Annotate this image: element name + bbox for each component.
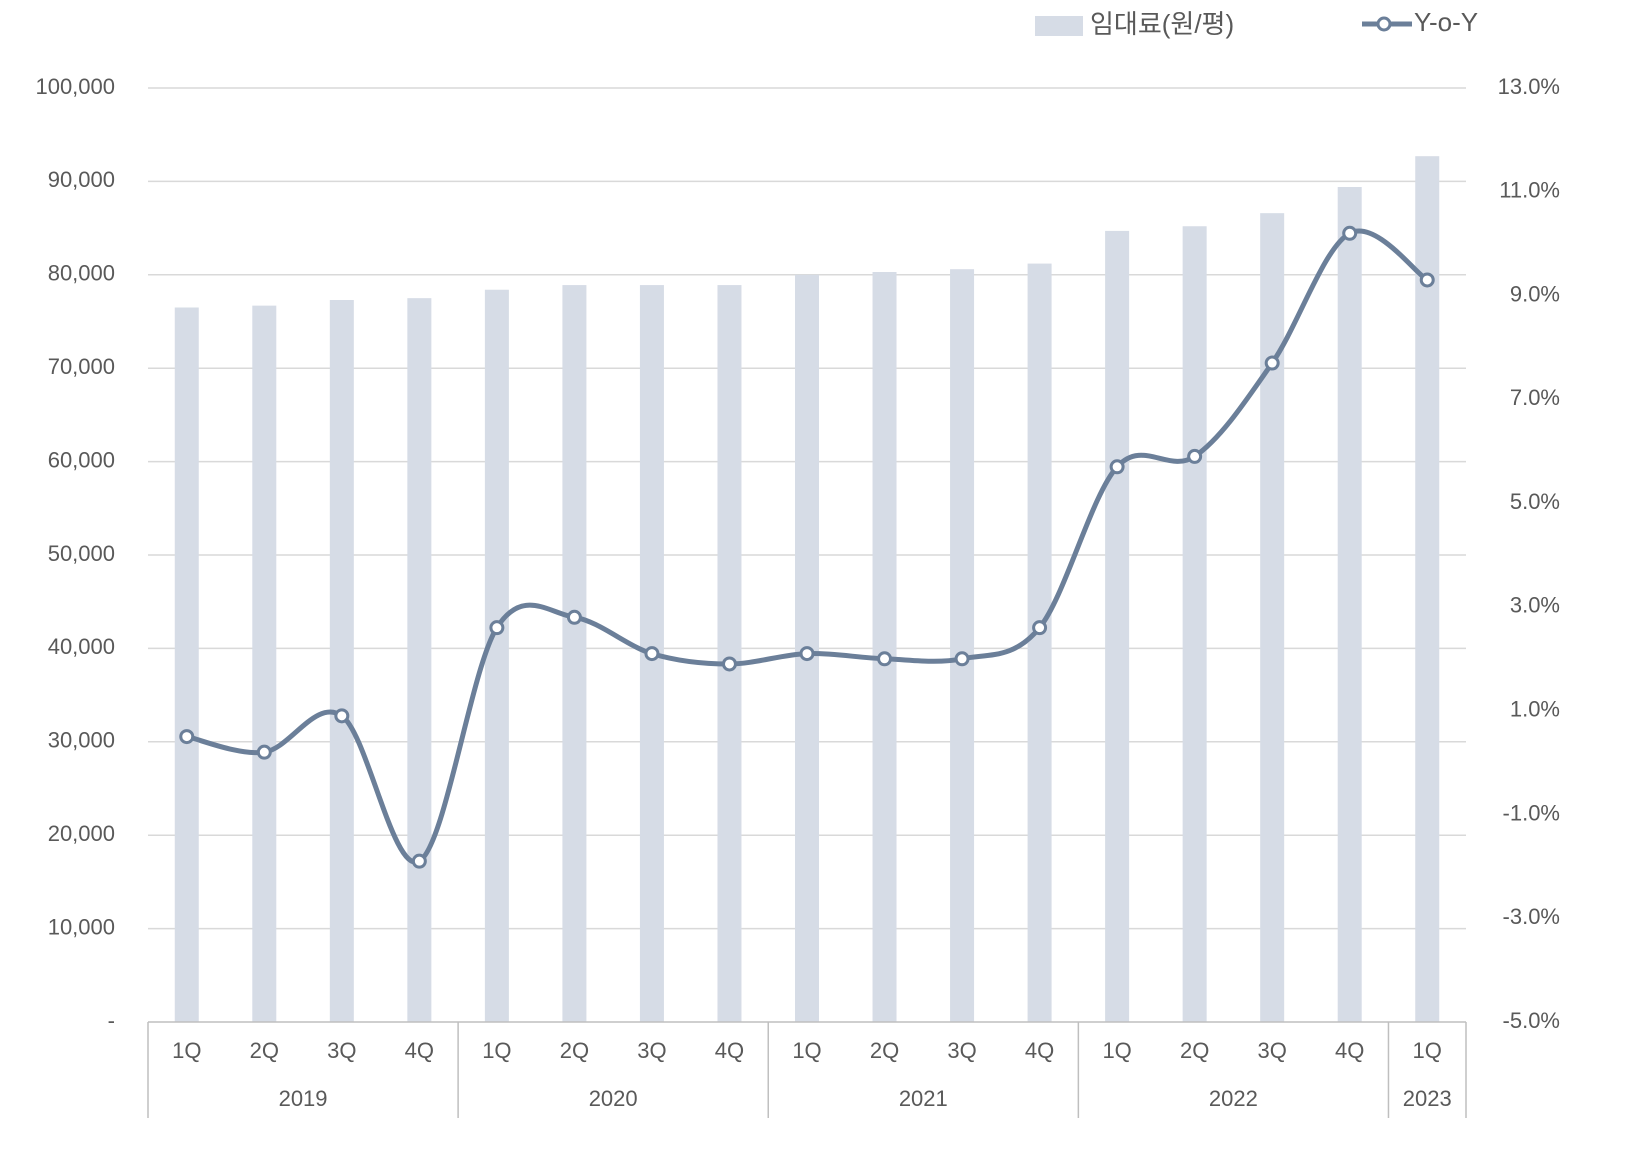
x-tick-label: 4Q xyxy=(1335,1038,1364,1063)
legend-label: Y-o-Y xyxy=(1414,7,1478,37)
bar xyxy=(329,300,354,1022)
bar xyxy=(252,305,277,1022)
bar xyxy=(484,289,509,1022)
marker xyxy=(411,853,427,869)
marker xyxy=(1342,225,1358,241)
y2-tick-label: -3.0% xyxy=(1503,904,1560,929)
y-tick-label: 90,000 xyxy=(48,167,115,192)
marker xyxy=(799,646,815,662)
y-tick-label: 50,000 xyxy=(48,541,115,566)
legend-label: 임대료(원/평) xyxy=(1090,9,1234,39)
marker xyxy=(1264,355,1280,371)
marker xyxy=(1419,272,1435,288)
marker xyxy=(179,729,195,745)
marker xyxy=(954,651,970,667)
x-tick-label: 1Q xyxy=(172,1038,201,1063)
marker xyxy=(1187,448,1203,464)
x-tick-label: 4Q xyxy=(405,1038,434,1063)
y-tick-label: 40,000 xyxy=(48,634,115,659)
y2-tick-label: 11.0% xyxy=(1499,178,1560,203)
bar xyxy=(407,298,432,1022)
x-tick-label: 2Q xyxy=(1180,1038,1209,1063)
legend-marker xyxy=(1376,16,1392,32)
y2-tick-label: 9.0% xyxy=(1510,281,1560,306)
bar xyxy=(1260,213,1285,1022)
group-label: 2023 xyxy=(1403,1086,1452,1111)
bar xyxy=(872,271,897,1022)
x-tick-label: 4Q xyxy=(1025,1038,1054,1063)
x-tick-label: 3Q xyxy=(637,1038,666,1063)
marker xyxy=(1109,459,1125,475)
y-tick-label: - xyxy=(108,1008,115,1033)
group-label: 2021 xyxy=(899,1086,948,1111)
x-tick-label: 2Q xyxy=(250,1038,279,1063)
y-tick-label: 100,000 xyxy=(35,74,115,99)
x-tick-label: 3Q xyxy=(1257,1038,1286,1063)
x-tick-label: 1Q xyxy=(1413,1038,1442,1063)
group-label: 2022 xyxy=(1209,1086,1258,1111)
y2-tick-label: 3.0% xyxy=(1510,593,1560,618)
y-tick-label: 60,000 xyxy=(48,447,115,472)
y2-tick-label: 1.0% xyxy=(1510,696,1560,721)
legend: 임대료(원/평) Y-o-Y xyxy=(1035,7,1478,39)
bar xyxy=(1105,230,1130,1023)
x-tick-label: 3Q xyxy=(947,1038,976,1063)
y-tick-label: 70,000 xyxy=(48,354,115,379)
bar xyxy=(562,285,587,1023)
group-label: 2019 xyxy=(279,1086,328,1111)
marker xyxy=(334,708,350,724)
legend-swatch xyxy=(1035,16,1083,36)
bar xyxy=(174,307,199,1022)
x-tick-label: 2Q xyxy=(870,1038,899,1063)
x-tick-label: 1Q xyxy=(1102,1038,1131,1063)
marker xyxy=(1032,620,1048,636)
x-tick-label: 4Q xyxy=(715,1038,744,1063)
marker xyxy=(644,646,660,662)
marker xyxy=(877,651,893,667)
marker xyxy=(566,609,582,625)
bar xyxy=(1337,187,1362,1022)
y-tick-label: 20,000 xyxy=(48,821,115,846)
bar xyxy=(950,269,975,1022)
y2-tick-label: -5.0% xyxy=(1503,1008,1560,1033)
x-tick-label: 3Q xyxy=(327,1038,356,1063)
marker xyxy=(489,620,505,636)
y-tick-label: 10,000 xyxy=(48,914,115,939)
y-tick-label: 80,000 xyxy=(48,261,115,286)
x-tick-label: 1Q xyxy=(482,1038,511,1063)
bar xyxy=(1415,156,1440,1022)
x-tick-label: 2Q xyxy=(560,1038,589,1063)
marker xyxy=(721,656,737,672)
marker xyxy=(256,744,272,760)
bar xyxy=(1182,226,1207,1022)
x-tick-label: 1Q xyxy=(792,1038,821,1063)
y-tick-label: 30,000 xyxy=(48,728,115,753)
bar xyxy=(1027,263,1052,1022)
group-label: 2020 xyxy=(589,1086,638,1111)
y2-tick-label: -1.0% xyxy=(1503,800,1560,825)
y2-tick-label: 7.0% xyxy=(1510,385,1560,410)
y2-tick-label: 13.0% xyxy=(1498,74,1560,99)
y2-tick-label: 5.0% xyxy=(1510,489,1560,514)
bar xyxy=(717,285,742,1023)
